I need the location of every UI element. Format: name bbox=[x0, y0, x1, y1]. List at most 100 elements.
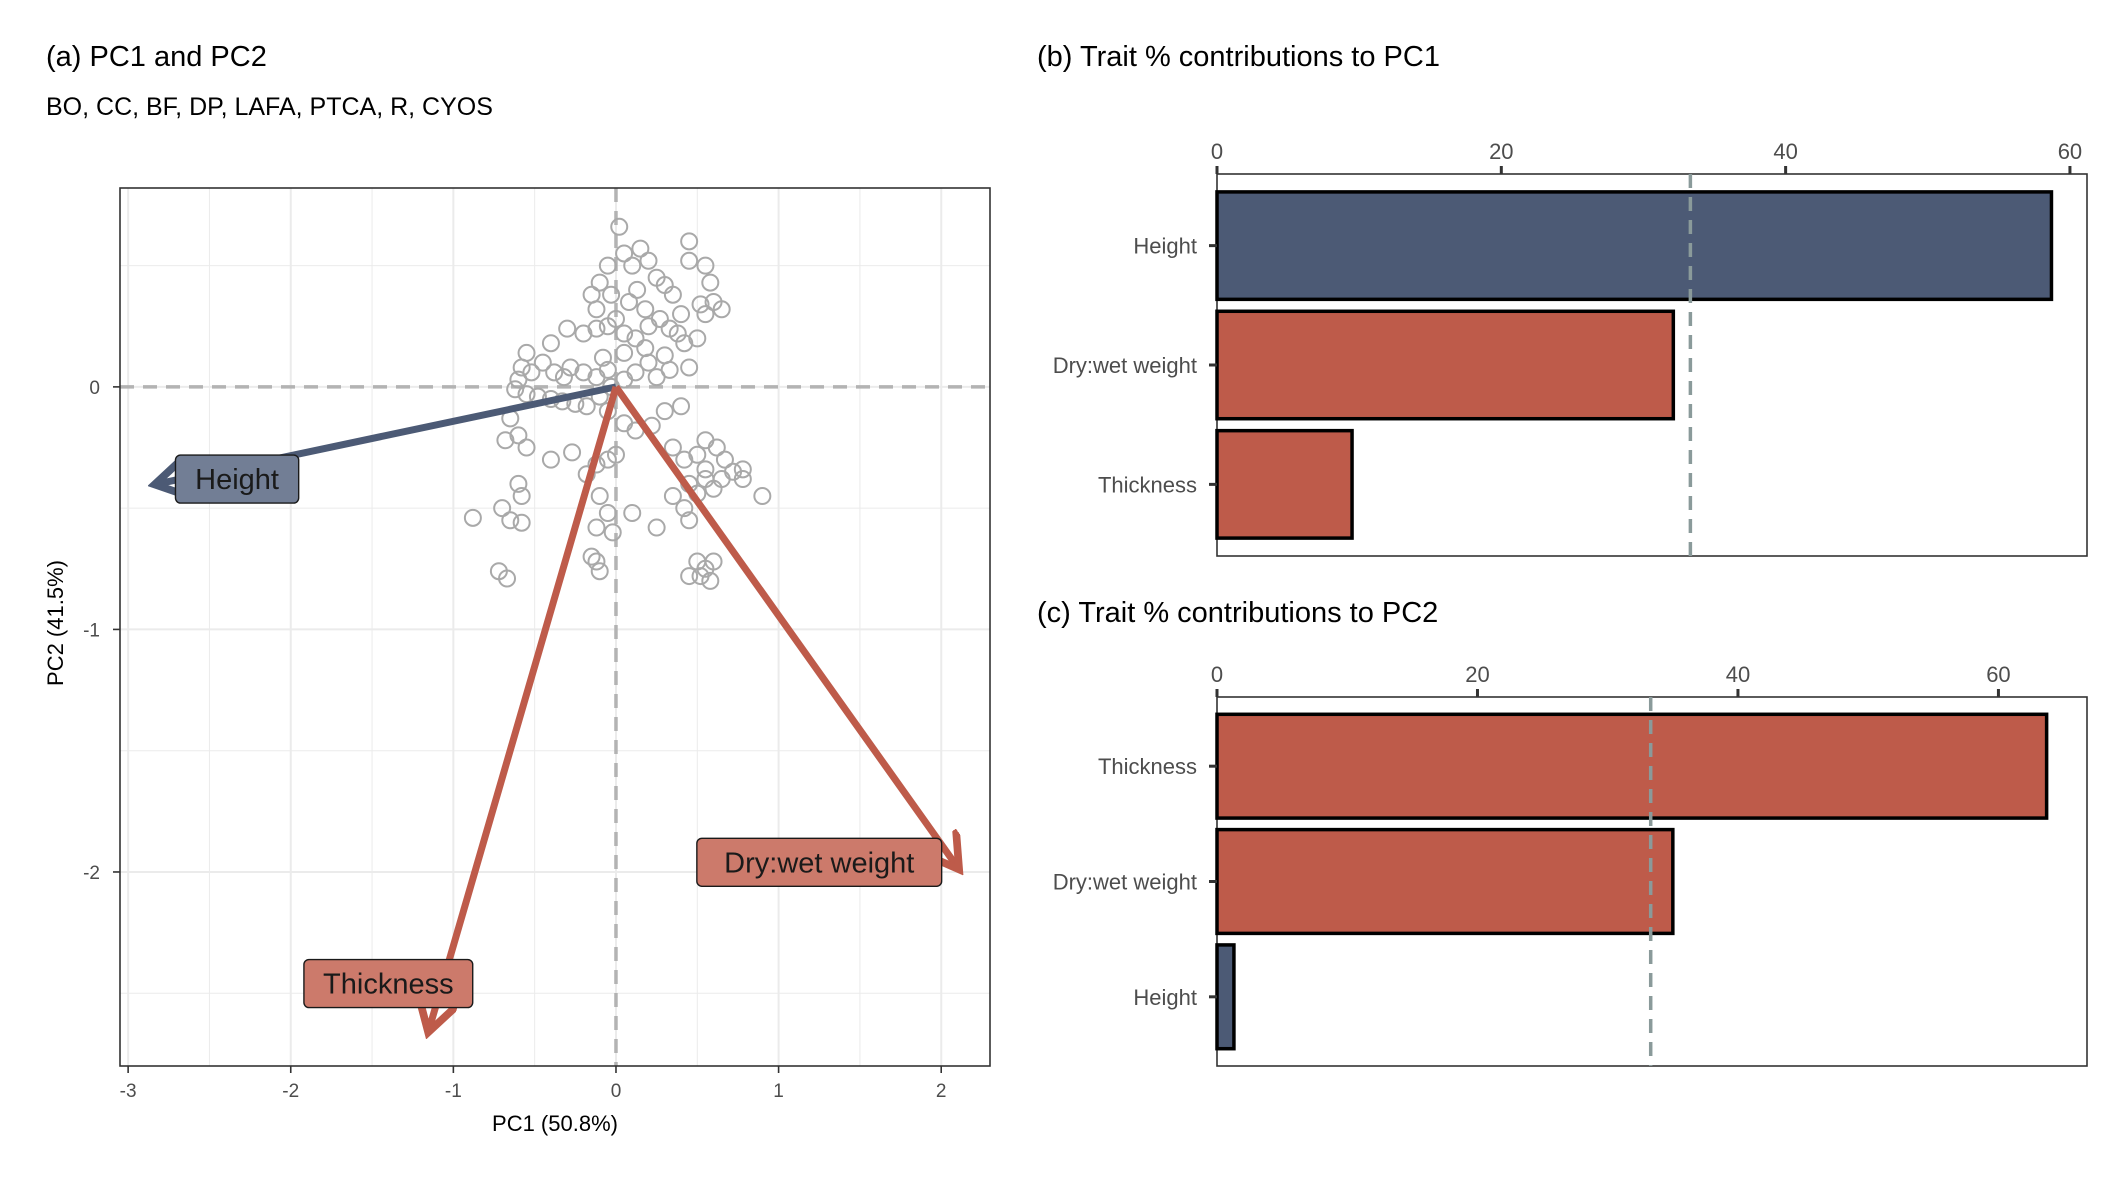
vector-label-box-thickness bbox=[303, 958, 474, 1009]
y-tick-label: 0 bbox=[89, 378, 100, 399]
x-tick-label: 40 bbox=[1773, 139, 1797, 164]
biplot-panel: Height Thickness Dry:wet weight -3 -2 -1 0 1 2 0 -… bbox=[83, 187, 991, 1102]
data-point bbox=[587, 319, 606, 338]
data-point bbox=[688, 329, 707, 348]
data-point bbox=[707, 438, 726, 457]
bar-thickness bbox=[1215, 428, 1354, 540]
bar-thickness bbox=[1215, 712, 2049, 820]
data-point bbox=[509, 426, 528, 445]
data-point bbox=[554, 368, 573, 387]
pc2-contribution-panel: Thickness Dry:wet weight Height 0 20 40 60 bbox=[1053, 662, 2088, 1067]
data-point bbox=[493, 499, 512, 518]
data-point bbox=[545, 363, 564, 382]
data-point bbox=[628, 280, 647, 299]
data-point bbox=[587, 300, 606, 319]
data-point bbox=[680, 567, 699, 586]
x-tick-label: 0 bbox=[1211, 139, 1223, 164]
x-tick-label: 0 bbox=[1211, 662, 1223, 687]
panel-b-title: (b) Trait % contributions to PC1 bbox=[1037, 41, 1440, 73]
data-point bbox=[506, 380, 525, 399]
data-point bbox=[696, 305, 715, 324]
data-point bbox=[615, 414, 634, 433]
x-tick-label: -3 bbox=[120, 1081, 137, 1102]
data-point bbox=[463, 508, 482, 527]
data-point bbox=[672, 305, 691, 324]
data-point bbox=[701, 273, 720, 292]
data-point bbox=[696, 470, 715, 489]
category-label-dry-wet-weight: Dry:wet weight bbox=[1053, 870, 1197, 895]
plot-border bbox=[119, 187, 991, 1067]
data-point bbox=[701, 571, 720, 590]
data-point bbox=[577, 397, 596, 416]
data-point bbox=[561, 358, 580, 377]
x-tick-label: 40 bbox=[1726, 662, 1750, 687]
data-point bbox=[639, 317, 658, 336]
x-tick-label: 0 bbox=[611, 1081, 622, 1102]
data-point bbox=[733, 460, 752, 479]
loading-vector-thickness bbox=[429, 385, 620, 1030]
data-point bbox=[680, 251, 699, 270]
data-point bbox=[691, 567, 710, 586]
data-point bbox=[675, 334, 694, 353]
data-point bbox=[509, 370, 528, 389]
data-point bbox=[691, 295, 710, 314]
data-point bbox=[574, 324, 593, 343]
data-point bbox=[593, 348, 612, 367]
x-tick-label: 2 bbox=[936, 1081, 947, 1102]
x-tick-label: 20 bbox=[1465, 662, 1489, 687]
data-point bbox=[623, 256, 642, 275]
data-point bbox=[598, 504, 617, 523]
data-point bbox=[680, 358, 699, 377]
y-tick-label: -2 bbox=[83, 863, 100, 884]
data-point bbox=[668, 324, 687, 343]
data-point bbox=[598, 256, 617, 275]
data-point bbox=[598, 360, 617, 379]
data-point bbox=[663, 487, 682, 506]
data-point bbox=[615, 343, 634, 362]
loading-vector-dry-wet-weight bbox=[613, 384, 957, 867]
data-point bbox=[712, 300, 731, 319]
data-point bbox=[715, 450, 734, 469]
data-point bbox=[639, 353, 658, 372]
data-point bbox=[606, 445, 625, 464]
bar-dry-wet-weight bbox=[1215, 827, 1675, 936]
data-point bbox=[517, 438, 536, 457]
data-point bbox=[582, 547, 601, 566]
data-point bbox=[512, 487, 531, 506]
data-point bbox=[590, 562, 609, 581]
data-point bbox=[615, 324, 634, 343]
data-point bbox=[660, 360, 679, 379]
y-tick-label: -1 bbox=[83, 620, 100, 641]
data-point bbox=[639, 251, 658, 270]
x-tick-label: 60 bbox=[1986, 662, 2010, 687]
category-label-height: Height bbox=[1133, 985, 1197, 1010]
data-point bbox=[619, 292, 638, 311]
data-point bbox=[663, 285, 682, 304]
panel-a-title: (a) PC1 and PC2 bbox=[46, 41, 267, 73]
data-point bbox=[574, 363, 593, 382]
data-point bbox=[688, 445, 707, 464]
vector-label-thickness: Thickness bbox=[323, 969, 454, 1001]
data-point bbox=[663, 438, 682, 457]
y-axis-title: PC2 (41.5%) bbox=[43, 560, 68, 686]
x-tick-label: 20 bbox=[1489, 139, 1513, 164]
data-point bbox=[598, 317, 617, 336]
data-point bbox=[587, 518, 606, 537]
vector-label-height: Height bbox=[195, 464, 279, 496]
x-tick-label: -1 bbox=[445, 1081, 462, 1102]
data-point bbox=[623, 504, 642, 523]
vector-label-box-height bbox=[174, 454, 300, 504]
data-point bbox=[675, 450, 694, 469]
data-point bbox=[509, 474, 528, 493]
data-point bbox=[696, 460, 715, 479]
data-point bbox=[533, 353, 552, 372]
data-point bbox=[558, 319, 577, 338]
data-point bbox=[541, 450, 560, 469]
data-point bbox=[647, 518, 666, 537]
category-label-dry-wet-weight: Dry:wet weight bbox=[1053, 353, 1197, 378]
data-point bbox=[603, 523, 622, 542]
data-point bbox=[680, 232, 699, 251]
data-point bbox=[626, 363, 645, 382]
data-point bbox=[498, 569, 517, 588]
